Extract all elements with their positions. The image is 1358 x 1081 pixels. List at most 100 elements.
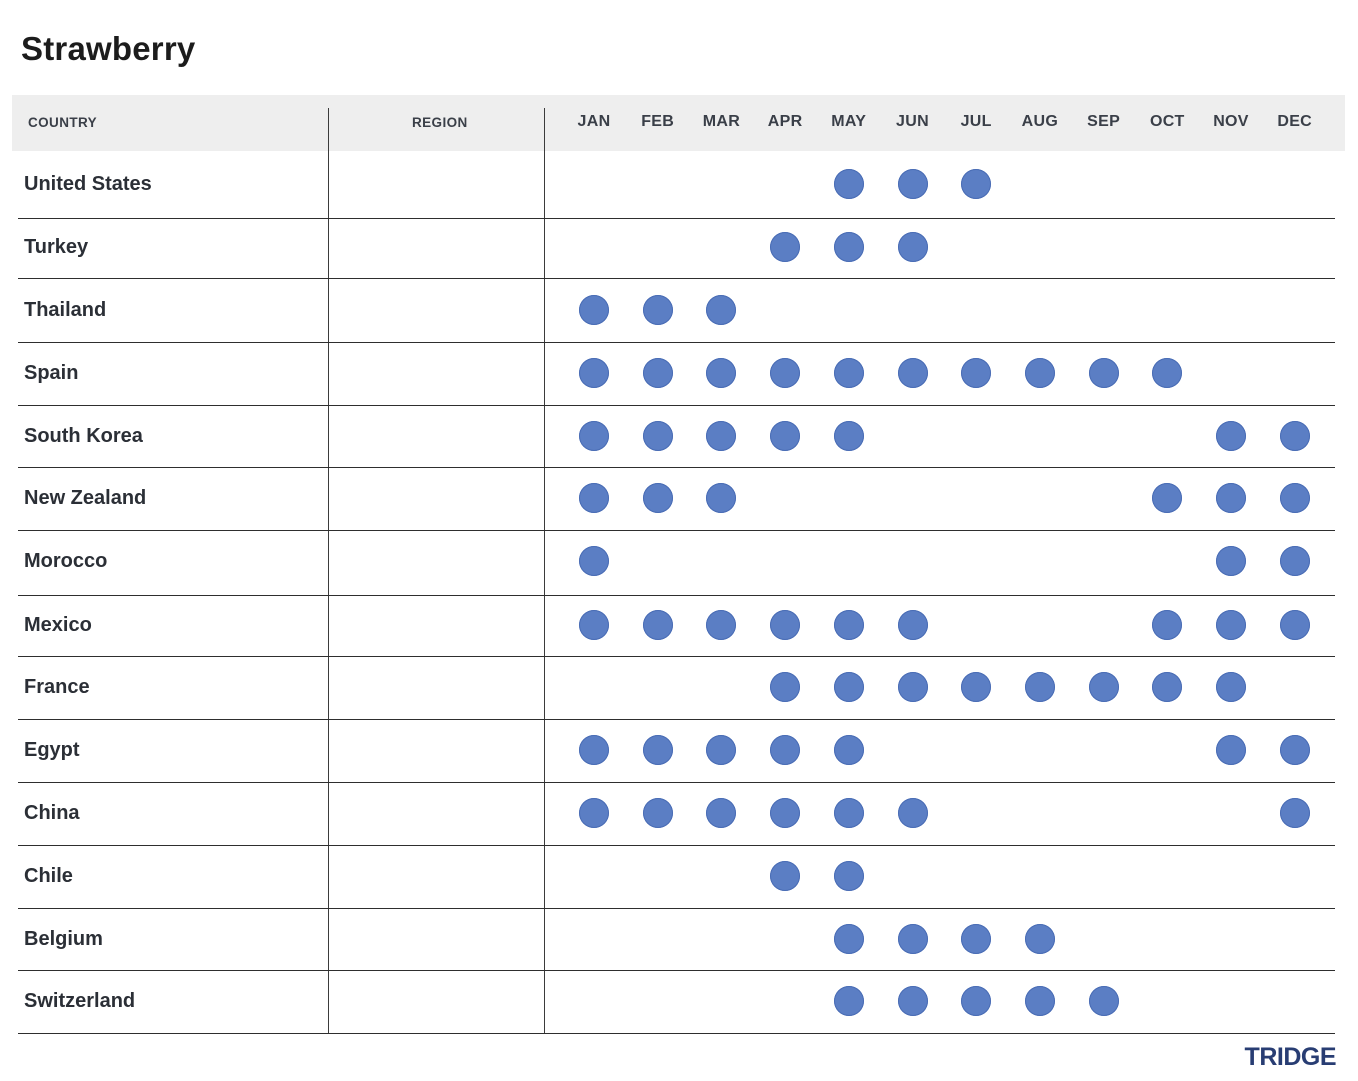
month-header-jan: JAN — [577, 113, 611, 130]
season-dot-turkey-apr — [770, 232, 801, 262]
country-label: United States — [24, 173, 152, 195]
season-dot-morocco-nov — [1216, 546, 1246, 576]
season-dot-new-zealand-dec — [1279, 483, 1310, 513]
season-dot-thailand-jan — [579, 295, 609, 325]
month-header-sep: SEP — [1087, 113, 1121, 130]
season-dot-spain-aug — [1024, 358, 1055, 388]
row-divider — [18, 719, 1335, 720]
season-dot-spain-oct — [1152, 358, 1183, 388]
season-dot-china-dec — [1279, 798, 1310, 828]
season-dot-south-korea-feb — [642, 421, 673, 451]
season-dot-switzerland-jun — [897, 986, 928, 1016]
month-header-dec: DEC — [1277, 113, 1313, 130]
month-header-oct: OCT — [1149, 113, 1185, 130]
chart-title: Strawberry — [21, 30, 196, 67]
season-dot-china-mar — [706, 798, 737, 828]
season-dot-morocco-dec — [1279, 546, 1310, 576]
country-label: New Zealand — [24, 487, 147, 509]
season-dot-mexico-oct — [1152, 610, 1183, 640]
country-label: Mexico — [24, 614, 92, 636]
season-dot-egypt-feb — [642, 735, 673, 765]
season-dot-china-feb — [642, 798, 673, 828]
month-header-may: MAY — [831, 113, 867, 130]
season-dot-spain-jul — [961, 358, 992, 388]
season-dot-spain-feb — [642, 358, 673, 388]
season-dot-belgium-may — [833, 924, 864, 954]
month-header-mar: MAR — [702, 113, 741, 130]
region-months-divider — [544, 108, 545, 1033]
season-dot-new-zealand-nov — [1216, 483, 1246, 513]
row-divider — [18, 342, 1335, 343]
row-divider — [18, 970, 1335, 971]
month-header-jun: JUN — [896, 113, 929, 130]
country-label: Egypt — [24, 739, 80, 761]
season-dot-south-korea-mar — [706, 421, 737, 451]
season-dot-united-states-jul — [961, 169, 992, 199]
season-dot-egypt-may — [833, 735, 864, 765]
row-divider — [18, 218, 1335, 219]
season-dot-mexico-jun — [897, 610, 928, 640]
season-dot-belgium-jul — [961, 924, 992, 954]
season-dot-morocco-jan — [579, 546, 609, 576]
season-dot-france-sep — [1088, 672, 1119, 702]
season-dot-belgium-aug — [1024, 924, 1055, 954]
row-divider — [18, 405, 1335, 406]
season-dot-new-zealand-mar — [706, 483, 737, 513]
region-column-header: REGION — [412, 115, 468, 130]
season-dot-turkey-may — [833, 232, 864, 262]
season-dot-switzerland-jul — [961, 986, 992, 1016]
country-label: China — [24, 802, 80, 824]
row-divider — [18, 278, 1335, 279]
season-dot-south-korea-may — [833, 421, 864, 451]
season-dot-turkey-jun — [897, 232, 928, 262]
row-divider — [18, 656, 1335, 657]
season-dot-mexico-feb — [642, 610, 673, 640]
season-dot-france-jul — [961, 672, 992, 702]
season-dot-egypt-nov — [1216, 735, 1246, 765]
country-label: Spain — [24, 362, 79, 384]
season-dot-france-jun — [897, 672, 928, 702]
season-dot-france-aug — [1024, 672, 1055, 702]
country-label: Thailand — [24, 299, 107, 321]
season-dot-south-korea-nov — [1216, 421, 1246, 451]
season-dot-france-may — [833, 672, 864, 702]
country-label: Belgium — [24, 928, 103, 950]
season-dot-spain-jan — [579, 358, 609, 388]
season-dot-mexico-nov — [1216, 610, 1246, 640]
season-dot-south-korea-jan — [579, 421, 609, 451]
season-dot-france-oct — [1152, 672, 1183, 702]
season-dot-belgium-jun — [897, 924, 928, 954]
season-dot-new-zealand-feb — [642, 483, 673, 513]
season-dot-chile-apr — [770, 861, 801, 891]
season-dot-switzerland-may — [833, 986, 864, 1016]
row-divider — [18, 845, 1335, 846]
season-dot-thailand-feb — [642, 295, 673, 325]
season-dot-south-korea-apr — [770, 421, 801, 451]
table-header — [12, 95, 1345, 151]
month-header-apr: APR — [767, 113, 803, 130]
month-header-jul: JUL — [960, 113, 992, 130]
month-header-nov: NOV — [1213, 113, 1249, 130]
season-dot-egypt-dec — [1279, 735, 1310, 765]
season-dot-spain-apr — [770, 358, 801, 388]
country-label: Morocco — [24, 550, 108, 572]
country-column-header: COUNTRY — [28, 115, 98, 130]
season-dot-egypt-mar — [706, 735, 737, 765]
season-dot-spain-mar — [706, 358, 737, 388]
row-divider — [18, 467, 1335, 468]
season-dot-egypt-jan — [579, 735, 609, 765]
country-label: Chile — [24, 865, 73, 887]
season-dot-switzerland-aug — [1024, 986, 1055, 1016]
season-dot-switzerland-sep — [1088, 986, 1119, 1016]
season-dot-china-jun — [897, 798, 928, 828]
season-dot-mexico-mar — [706, 610, 737, 640]
country-region-divider — [328, 108, 329, 1033]
row-divider — [18, 1033, 1335, 1034]
month-header-feb: FEB — [641, 113, 675, 130]
country-label: Switzerland — [24, 990, 136, 1012]
season-dot-new-zealand-jan — [579, 483, 609, 513]
row-divider — [18, 530, 1335, 531]
season-dot-mexico-dec — [1279, 610, 1310, 640]
season-dot-france-apr — [770, 672, 801, 702]
country-label: France — [24, 676, 90, 698]
